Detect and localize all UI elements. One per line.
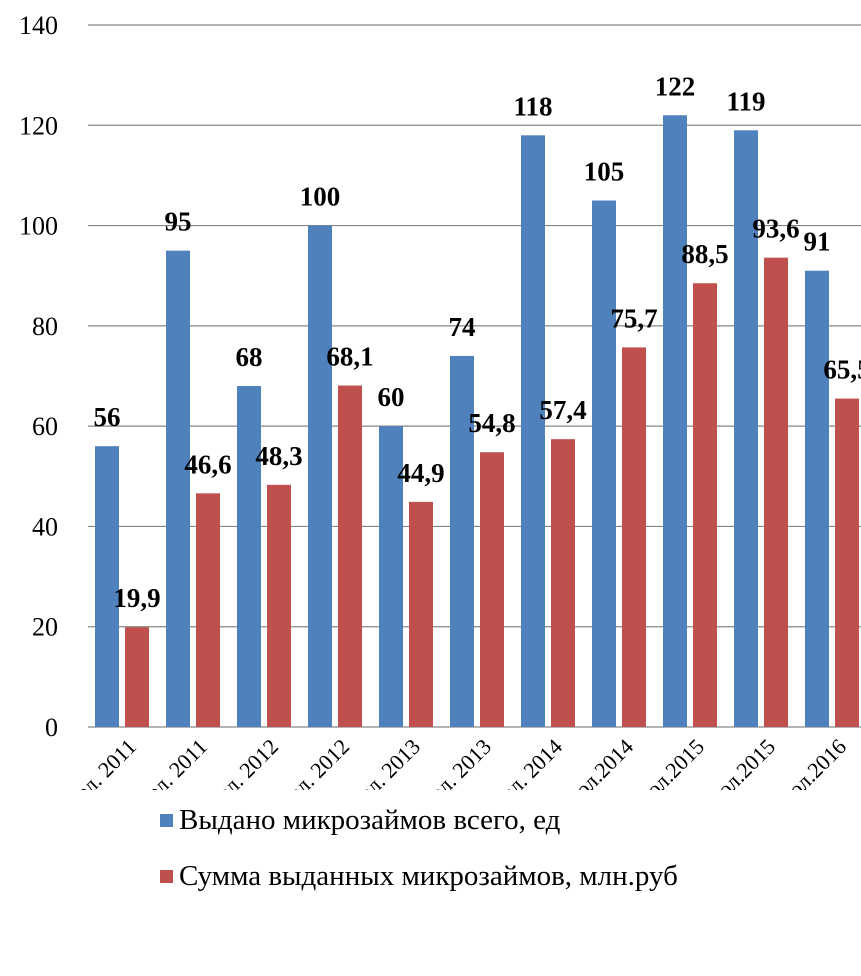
- bar-count-6: [521, 135, 545, 728]
- legend-label-series-2: Сумма выданных микрозаймов, млн.руб: [179, 859, 678, 892]
- bar-count-4: [379, 426, 403, 727]
- data-label-count-5: 74: [449, 312, 476, 342]
- bar-sum-4: [409, 501, 433, 727]
- bar-count-7: [592, 200, 616, 727]
- x-tick-label: 1 пол.2016: [763, 734, 851, 790]
- bar-count-10: [805, 270, 829, 727]
- x-tick-label: 1пол.2015: [625, 734, 709, 790]
- data-label-sum-0: 19,9: [113, 583, 160, 613]
- bar-sum-7: [622, 347, 646, 727]
- x-tick-label: 1 пол. 2011: [50, 734, 141, 790]
- x-tick-label: 2 пол.2014: [550, 734, 638, 790]
- x-tick-label: 1 пол. 2014: [475, 734, 567, 790]
- data-label-sum-5: 54,8: [468, 408, 515, 438]
- x-tick-label: 2 пол. 2011: [121, 734, 212, 790]
- data-label-sum-4: 44,9: [397, 458, 444, 488]
- data-label-count-8: 122: [655, 71, 696, 101]
- data-label-sum-2: 48,3: [255, 441, 302, 471]
- legend-label-series-1: Выдано микрозаймов всего, ед: [179, 803, 561, 836]
- bar-sum-0: [125, 627, 149, 727]
- data-label-count-4: 60: [378, 382, 405, 412]
- data-label-count-9: 119: [726, 86, 765, 116]
- x-tick-label: 2 пол. 2012: [262, 734, 354, 790]
- data-label-count-0: 56: [94, 402, 121, 432]
- bar-sum-2: [267, 484, 291, 727]
- bar-chart: 0 20 40 60 80 100 120 140 56 95 68 100 60 74 118 105 122…: [19, 11, 861, 826]
- bar-count-8: [663, 115, 687, 727]
- y-tick-label: 100: [19, 212, 58, 241]
- data-label-count-6: 118: [513, 91, 552, 121]
- data-label-count-10: 91: [804, 227, 831, 257]
- x-tick-label: 2 пол.2015: [692, 734, 780, 790]
- x-tick-label: 1 пол. 2013: [333, 734, 425, 790]
- bar-count-9: [734, 130, 758, 728]
- bar-sum-8: [693, 283, 717, 727]
- data-label-sum-1: 46,6: [184, 449, 231, 479]
- data-label-count-3: 100: [300, 182, 341, 212]
- data-label-sum-10: 65,5: [823, 355, 861, 385]
- y-tick-label: 60: [32, 412, 58, 441]
- bar-sum-3: [338, 385, 362, 727]
- y-tick-label: 140: [19, 11, 58, 40]
- data-label-sum-3: 68,1: [326, 342, 373, 372]
- legend-item-series-2: Сумма выданных микрозаймов, млн.руб: [160, 856, 678, 896]
- bar-sum-1: [196, 493, 220, 727]
- legend-swatch-series-1: [160, 813, 173, 827]
- bar-count-2: [237, 386, 261, 727]
- y-tick-label: 120: [19, 111, 58, 140]
- bar-count-0: [95, 446, 119, 727]
- data-label-sum-6: 57,4: [539, 395, 586, 425]
- data-label-sum-8: 88,5: [681, 239, 728, 269]
- legend-item-series-1: Выдано микрозаймов всего, ед: [160, 800, 678, 840]
- y-tick-label: 80: [32, 312, 58, 341]
- bar-count-5: [450, 355, 474, 727]
- bar-sum-10: [835, 398, 859, 727]
- legend: Выдано микрозаймов всего, ед Сумма выдан…: [160, 800, 678, 912]
- x-tick-label: 1 пол. 2012: [191, 734, 283, 790]
- data-label-count-7: 105: [584, 157, 625, 187]
- y-tick-label: 20: [32, 613, 58, 642]
- bar-sum-5: [480, 452, 504, 727]
- bar-sum-6: [551, 439, 575, 727]
- y-tick-label: 40: [32, 512, 58, 541]
- bar-count-3: [308, 225, 332, 728]
- x-tick-label: 2 пол. 2013: [404, 734, 496, 790]
- bar-sum-9: [764, 257, 788, 727]
- legend-swatch-series-2: [160, 869, 173, 883]
- y-tick-label: 0: [45, 713, 58, 742]
- bar-count-1: [166, 250, 190, 727]
- data-label-sum-7: 75,7: [610, 303, 657, 333]
- data-label-count-1: 95: [165, 207, 192, 237]
- data-label-sum-9: 93,6: [752, 214, 799, 244]
- data-label-count-2: 68: [236, 342, 263, 372]
